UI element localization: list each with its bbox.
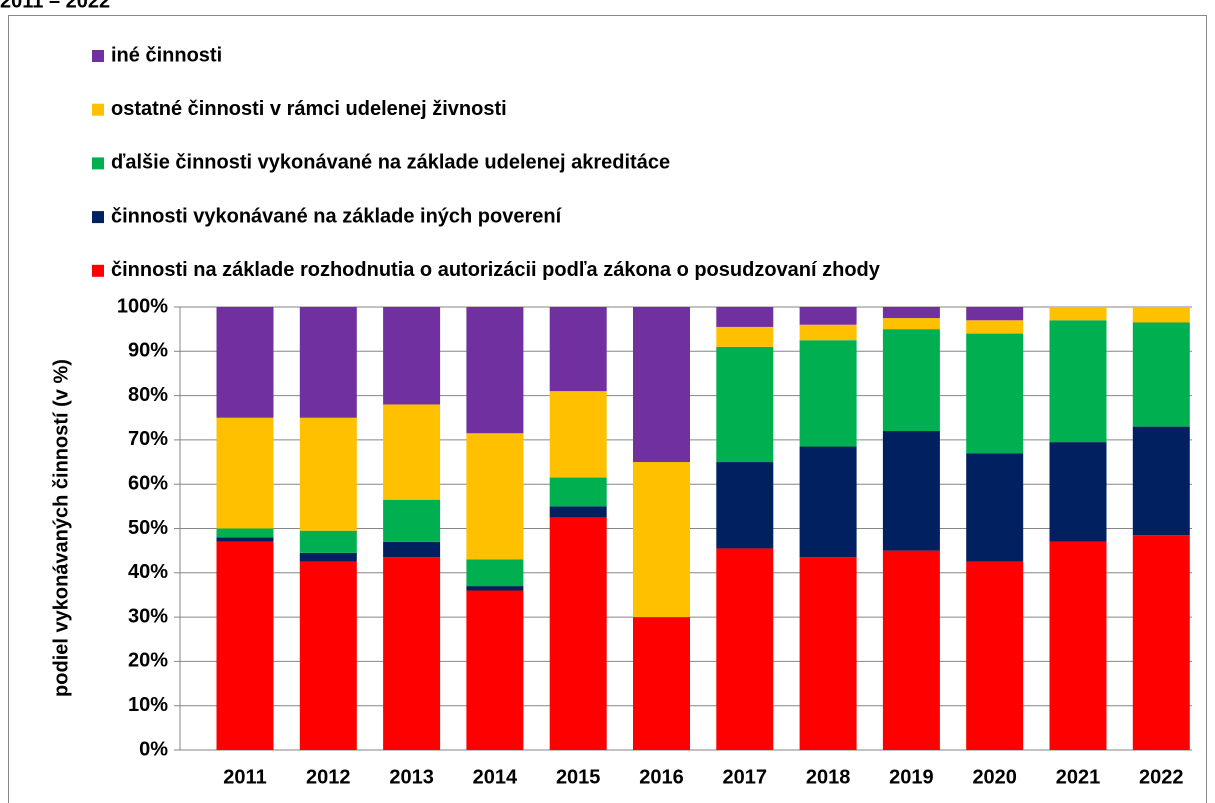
legend-swatch — [92, 264, 104, 277]
y-tick-label: 100% — [117, 295, 168, 317]
bar-segment — [1132, 426, 1190, 536]
y-tick-label: 70% — [128, 428, 168, 450]
y-tick-label: 90% — [128, 340, 168, 362]
x-tick-label: 2021 — [1056, 766, 1101, 788]
bar-segment — [549, 517, 607, 750]
y-tick-label: 10% — [128, 694, 168, 716]
bar-segment — [799, 446, 857, 558]
x-tick-label: 2011 — [223, 766, 266, 788]
bar-segment — [466, 586, 524, 591]
y-axis-label: podiel vykonávaných činností (v %) — [50, 359, 72, 697]
bar-segment — [716, 548, 774, 750]
bar-segment — [716, 346, 774, 463]
legend-label: činnosti vykonávané na základe iných pov… — [111, 205, 563, 227]
x-tick-label: 2022 — [1139, 766, 1184, 788]
y-tick-label: 0% — [139, 738, 168, 760]
bar-segment — [1132, 322, 1190, 427]
bar-segment — [966, 453, 1024, 562]
x-tick-label: 2012 — [306, 766, 351, 788]
bar-segment — [466, 307, 524, 434]
bar-segment — [633, 307, 690, 463]
bar-segment — [799, 307, 857, 325]
bar-segment — [216, 417, 274, 529]
y-tick-label: 80% — [128, 384, 168, 406]
bar-segment — [216, 307, 274, 418]
bar-segment — [466, 559, 524, 587]
bar-segment — [383, 404, 441, 500]
chart-border — [8, 15, 1207, 803]
bar-segment — [716, 307, 774, 327]
y-tick-label: 20% — [128, 650, 168, 672]
chart-title: 2011 – 2022 — [0, 0, 110, 12]
bar-segment — [549, 477, 607, 507]
bar-segment — [1049, 541, 1107, 750]
bar-segment — [882, 431, 940, 551]
bar-segment — [966, 307, 1024, 321]
legend-label: iné činnosti — [111, 44, 222, 66]
bar-segment — [966, 561, 1024, 750]
bar-segment — [716, 462, 774, 549]
bar-segment — [383, 541, 441, 558]
bar-segment — [299, 307, 357, 418]
bar-segment — [216, 537, 274, 542]
bar-segment — [966, 320, 1024, 334]
x-tick-label: 2015 — [556, 766, 601, 788]
bar-segment — [882, 329, 940, 432]
bar-segment — [1049, 320, 1107, 443]
bar-segment — [549, 307, 607, 392]
legend-swatch — [92, 50, 104, 62]
bar-segment — [1049, 307, 1107, 321]
x-tick-label: 2020 — [972, 766, 1017, 788]
bar-segment — [882, 307, 940, 319]
bar-segment — [549, 391, 607, 478]
bar-segment — [466, 433, 524, 560]
bar-segment — [1049, 442, 1107, 542]
legend-label: činnosti na základe rozhodnutia o autori… — [111, 259, 881, 281]
bar-segment — [633, 617, 690, 750]
legend-label: ostatné činnosti v rámci udelenej živnos… — [111, 98, 507, 120]
bar-segment — [799, 324, 857, 341]
x-tick-label: 2016 — [639, 766, 684, 788]
y-tick-label: 50% — [128, 517, 168, 539]
legend-swatch — [92, 211, 104, 224]
bar-segment — [299, 530, 357, 553]
bar-segment — [633, 462, 690, 618]
legend-label: ďalšie činnosti vykonávané na základe ud… — [111, 152, 670, 174]
bar-segment — [799, 557, 857, 750]
bar-segment — [549, 506, 607, 518]
legend-swatch — [92, 103, 104, 116]
bar-segment — [799, 340, 857, 447]
x-tick-label: 2018 — [806, 766, 851, 788]
bar-segment — [383, 307, 441, 405]
legend-swatch — [92, 157, 104, 170]
bar-segment — [216, 528, 274, 538]
bar-segment — [1132, 307, 1190, 323]
bar-segment — [466, 590, 524, 750]
x-tick-label: 2019 — [889, 766, 934, 788]
bar-segment — [1132, 535, 1190, 750]
bar-segment — [882, 550, 940, 750]
bar-segment — [299, 417, 357, 531]
bar-segment — [216, 541, 274, 750]
x-tick-label: 2017 — [723, 766, 768, 788]
bar-segment — [966, 333, 1024, 454]
bar-segment — [383, 557, 441, 750]
bar-segment — [716, 326, 774, 347]
bar-segment — [299, 552, 357, 562]
bar-segment — [882, 318, 940, 330]
x-tick-label: 2014 — [473, 766, 518, 788]
y-tick-label: 30% — [128, 605, 168, 627]
y-tick-label: 60% — [128, 472, 168, 494]
bar-segment — [383, 499, 441, 542]
x-tick-label: 2013 — [389, 766, 434, 788]
y-tick-label: 40% — [128, 561, 168, 583]
bar-segment — [299, 561, 357, 750]
